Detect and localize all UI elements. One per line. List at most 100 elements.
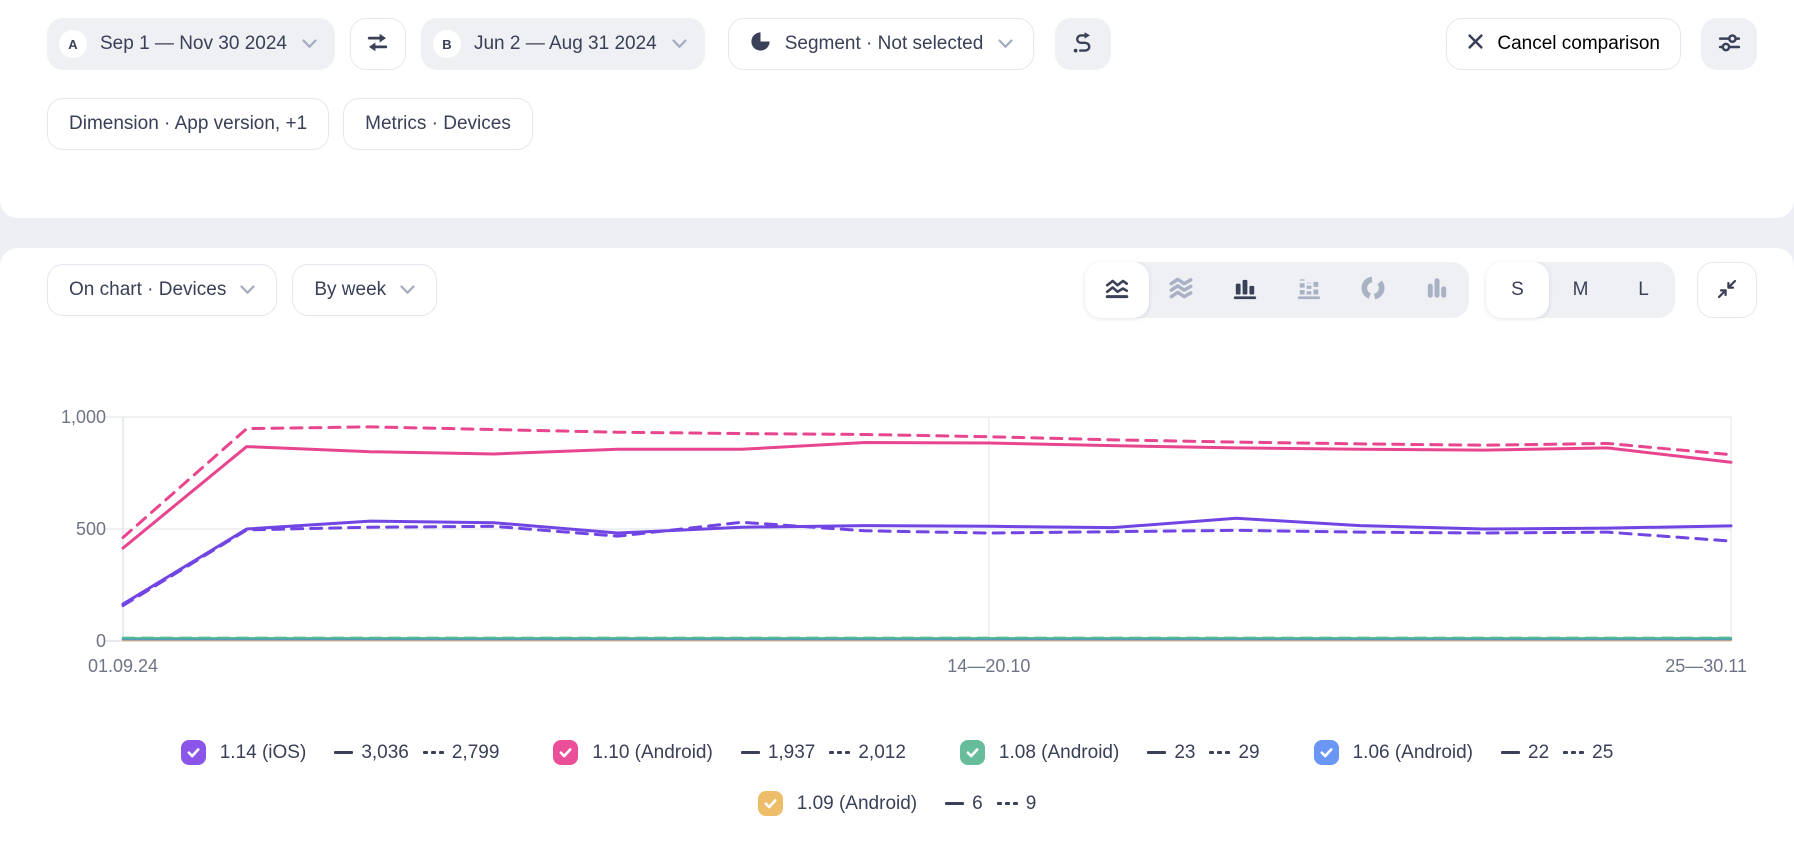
granularity-selector[interactable]: By week — [292, 264, 438, 316]
toolbar-panel: A Sep 1 — Nov 30 2024 B Jun 2 — Aug 31 2… — [0, 0, 1794, 218]
solid-line-swatch — [945, 802, 965, 805]
chart-panel: On chart · Devices By week — [0, 248, 1794, 842]
close-icon — [1467, 33, 1484, 56]
dimension-chip[interactable]: Dimension · App version, +1 — [47, 98, 330, 150]
period-a-badge: A — [59, 30, 87, 58]
legend-dashed-value: 2,012 — [858, 741, 906, 763]
stacked-area-chart-button[interactable] — [1149, 262, 1213, 318]
toolbar-row: A Sep 1 — Nov 30 2024 B Jun 2 — Aug 31 2… — [47, 18, 1757, 70]
on-chart-metric-label: On chart · Devices — [69, 279, 227, 300]
legend-solid-value: 22 — [1528, 741, 1550, 763]
stacked-area-chart-icon — [1168, 275, 1194, 306]
legend-label: 1.08 (Android) — [998, 741, 1120, 763]
legend-dashed-value: 2,799 — [451, 741, 500, 763]
filters-row: Dimension · App version, +1 Metrics · De… — [47, 98, 1757, 150]
series-1.10 (Android) · A — [121, 441, 1733, 550]
legend-row: 1.09 (Android) 6 9 — [0, 791, 1794, 816]
cancel-comparison-label: Cancel comparison — [1497, 33, 1660, 54]
period-b-label: Jun 2 — Aug 31 2024 — [473, 33, 657, 54]
legend-dashed-value: 29 — [1238, 741, 1260, 763]
chart-size-toggle-group: S M L — [1486, 262, 1675, 318]
legend-item[interactable]: 1.14 (iOS) 3,036 2,799 — [180, 740, 500, 765]
legend-solid-value: 3,036 — [361, 741, 409, 763]
series-1.14 (iOS) · A — [121, 516, 1733, 606]
series-1.14 (iOS) · B — [121, 520, 1733, 608]
chevron-down-icon — [302, 39, 317, 49]
solid-line-swatch — [1147, 751, 1167, 754]
y-axis-label: 1,000 — [61, 407, 106, 427]
collapse-icon — [1715, 277, 1739, 304]
pie-segment-icon — [749, 30, 772, 59]
dashed-line-swatch — [422, 751, 444, 754]
swap-periods-button[interactable] — [349, 18, 406, 70]
stacked-bar-chart-icon — [1296, 275, 1322, 306]
legend-dashed-value: 9 — [1025, 792, 1037, 814]
dashed-line-swatch — [1209, 751, 1231, 754]
size-m-button[interactable]: M — [1572, 279, 1589, 300]
legend-label: 1.14 (iOS) — [219, 741, 307, 763]
legend-solid-value: 6 — [972, 792, 983, 814]
legend-item[interactable]: 1.09 (Android) 6 9 — [757, 791, 1037, 816]
dashed-line-swatch — [829, 751, 851, 754]
x-axis-label: 01.09.24 — [88, 656, 158, 676]
solid-line-swatch — [1501, 751, 1520, 754]
granularity-label: By week — [314, 279, 387, 300]
legend-label: 1.10 (Android) — [592, 741, 713, 763]
checkbox-checked-icon — [757, 791, 783, 816]
segment-compare-button[interactable] — [1055, 18, 1112, 70]
bar-chart-icon — [1232, 275, 1258, 306]
chart-legend: 1.14 (iOS) 3,036 2,799 1.10 (Android) 1,… — [0, 740, 1794, 816]
grouped-bar-chart-icon — [1424, 275, 1450, 306]
checkbox-checked-icon — [180, 740, 206, 765]
filter-settings-icon — [1717, 30, 1742, 58]
chevron-down-icon — [400, 285, 415, 295]
x-axis-label: 14—20.10 — [947, 656, 1030, 676]
dimension-label: Dimension · App version, +1 — [69, 113, 308, 134]
donut-chart-button[interactable] — [1341, 262, 1405, 318]
checkbox-checked-icon — [959, 740, 985, 765]
checkbox-checked-icon — [1313, 740, 1339, 765]
collapse-chart-button[interactable] — [1697, 262, 1757, 318]
line-chart-button[interactable] — [1085, 262, 1149, 318]
y-axis-label: 0 — [96, 631, 106, 651]
comparison-line-chart[interactable]: 0 500 1,000 01.09.24 14—20.10 25—30.11 — [0, 360, 1794, 690]
filter-settings-button[interactable] — [1701, 18, 1757, 70]
cancel-comparison-button[interactable]: Cancel comparison — [1446, 18, 1681, 70]
chevron-down-icon — [998, 39, 1013, 49]
legend-label: 1.09 (Android) — [796, 792, 918, 814]
size-l-button[interactable]: L — [1638, 279, 1649, 300]
metrics-label: Metrics · Devices — [365, 113, 511, 134]
dashed-line-swatch — [996, 802, 1018, 805]
bar-chart-button[interactable] — [1213, 262, 1277, 318]
stacked-bar-chart-button[interactable] — [1277, 262, 1341, 318]
legend-row: 1.14 (iOS) 3,036 2,799 1.10 (Android) 1,… — [0, 740, 1794, 765]
period-a-label: Sep 1 — Nov 30 2024 — [100, 33, 287, 54]
chevron-down-icon — [240, 285, 255, 295]
metrics-chip[interactable]: Metrics · Devices — [343, 98, 533, 150]
legend-item[interactable]: 1.08 (Android) 23 29 — [959, 740, 1260, 765]
legend-solid-value: 1,937 — [767, 741, 816, 763]
series-1.10 (Android) · B — [121, 425, 1733, 540]
chart-type-toggle-group — [1085, 262, 1469, 318]
legend-label: 1.06 (Android) — [1352, 741, 1473, 763]
checkbox-checked-icon — [553, 740, 579, 765]
legend-dashed-value: 25 — [1592, 741, 1614, 763]
segment-selector[interactable]: Segment · Not selected — [727, 18, 1035, 70]
x-axis-label: 25—30.11 — [1665, 656, 1747, 676]
period-b-selector[interactable]: B Jun 2 — Aug 31 2024 — [420, 18, 705, 70]
on-chart-metric-selector[interactable]: On chart · Devices — [47, 264, 278, 316]
legend-solid-value: 23 — [1174, 741, 1196, 763]
period-a-selector[interactable]: A Sep 1 — Nov 30 2024 — [47, 18, 335, 70]
swap-periods-icon — [365, 30, 390, 58]
size-s-button[interactable]: S — [1486, 262, 1549, 318]
legend-item[interactable]: 1.06 (Android) 22 25 — [1313, 740, 1614, 765]
grouped-bar-chart-button[interactable] — [1405, 262, 1469, 318]
segment-compare-icon — [1071, 31, 1095, 58]
donut-chart-icon — [1360, 275, 1386, 306]
dashed-line-swatch — [1563, 751, 1585, 754]
y-axis-label: 500 — [76, 519, 106, 539]
period-b-badge: B — [432, 30, 461, 58]
solid-line-swatch — [740, 751, 760, 754]
line-chart-icon — [1104, 275, 1130, 306]
legend-item[interactable]: 1.10 (Android) 1,937 2,012 — [553, 740, 906, 765]
